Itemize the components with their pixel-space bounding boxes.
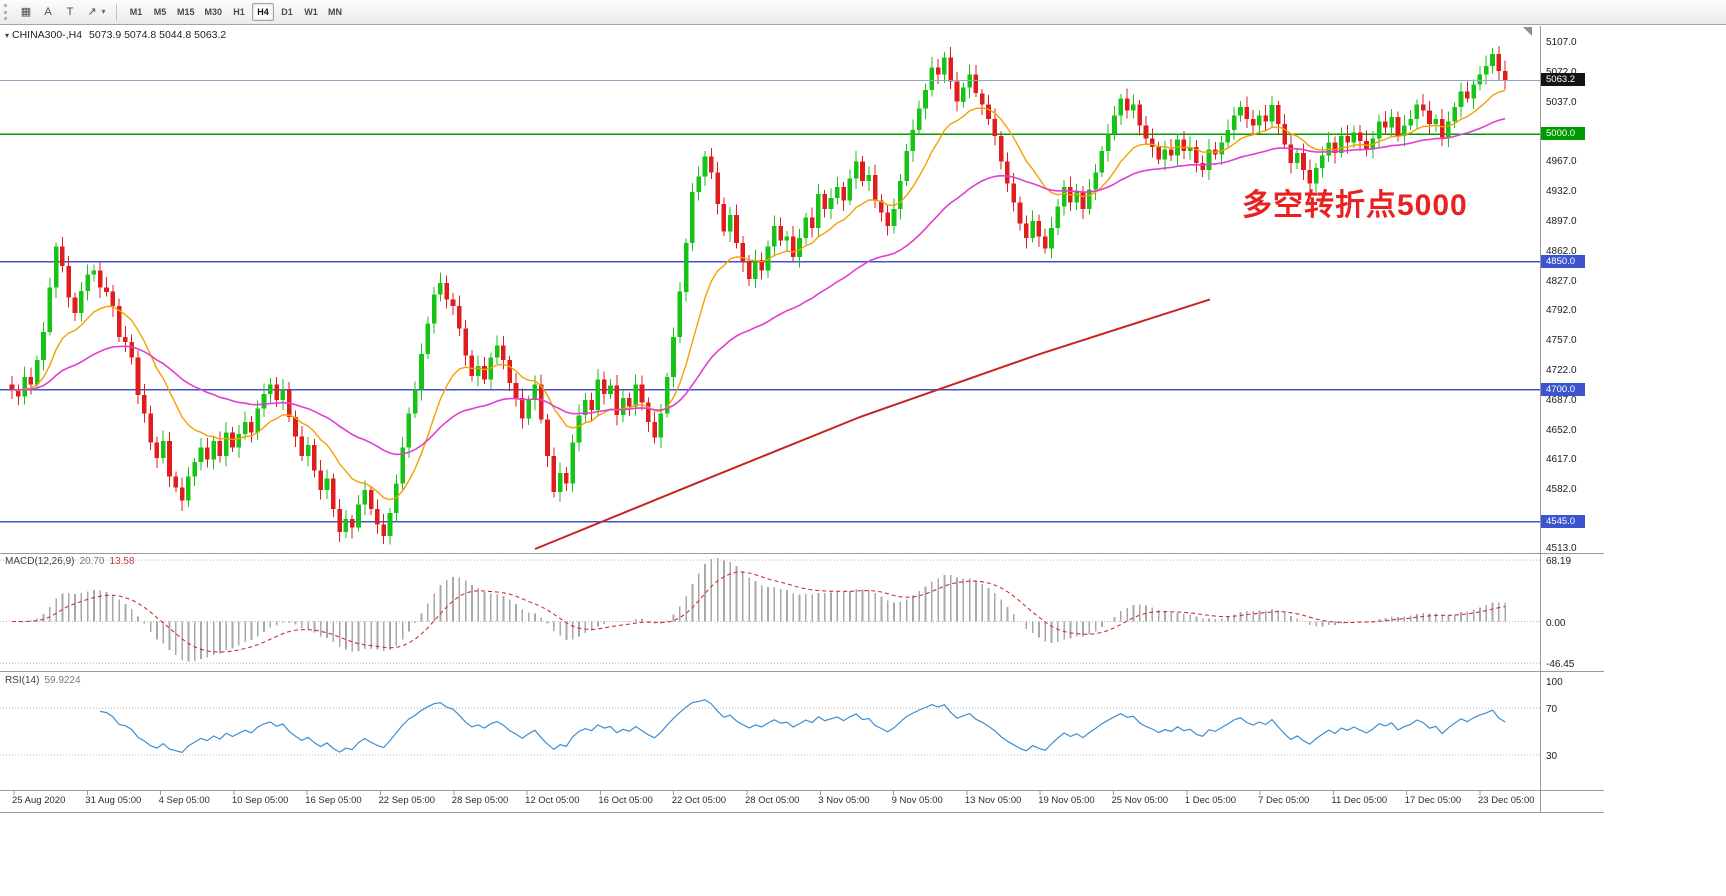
time-label: 1 Dec 05:00 [1184, 795, 1237, 806]
timeframe-button-W1[interactable]: W1 [304, 7, 318, 17]
draw-tool-icon[interactable]: ↗ [87, 6, 97, 18]
macd-signal-line [11, 571, 1506, 653]
price-tick-label: 4722.0 [1546, 364, 1577, 376]
time-label: 31 Aug 05:00 [85, 795, 142, 806]
price-tick-label: 4862.0 [1546, 245, 1577, 257]
pane-separators [0, 26, 1604, 813]
hline-price-badge[interactable]: 5000.0 [1541, 127, 1585, 141]
timeframe-button-M15[interactable]: M15 [177, 7, 195, 17]
time-label: 7 Dec 05:00 [1258, 795, 1310, 806]
toolbar-drag-handle[interactable] [4, 4, 10, 20]
time-label: 19 Nov 05:00 [1038, 795, 1095, 806]
timeframe-button-M30[interactable]: M30 [204, 7, 223, 17]
toolbar-icons: ▦ A T ↗ ▾ [15, 2, 109, 22]
time-label: 16 Oct 05:00 [598, 795, 653, 806]
ma-slow-line [11, 117, 1506, 456]
macd-signal-value: 13.58 [109, 556, 135, 567]
timeframe-button-H1[interactable]: H1 [233, 7, 245, 17]
price-tick-label: 4827.0 [1546, 275, 1577, 287]
timeframe-button-M5[interactable]: M5 [153, 7, 167, 17]
macd-main-value: 20.70 [79, 556, 105, 567]
price-tick-label: 5072.0 [1546, 67, 1577, 78]
macd-name-label: MACD(12,26,9) [5, 556, 75, 567]
time-label: 17 Dec 05:00 [1404, 795, 1462, 806]
timeframe-bar: M1 M5 M15 M30 H1 H4 D1 W1 MN [124, 3, 347, 21]
price-tick-label: 4687.0 [1546, 394, 1577, 406]
time-label: 3 Nov 05:00 [818, 795, 870, 806]
price-tick-label: 4932.0 [1546, 186, 1577, 198]
macd-label-bar: MACD(12,26,9) 20.70 13.58 [5, 556, 135, 567]
time-label: 25 Aug 2020 [12, 795, 66, 806]
price-tick-label: 4582.0 [1546, 484, 1577, 496]
rsi-line [100, 699, 1506, 754]
time-label: 13 Nov 05:00 [964, 795, 1022, 806]
rsi-name-label: RSI(14) [5, 675, 40, 686]
time-label: 4 Sep 05:00 [158, 795, 210, 806]
price-tick-label: 4652.0 [1546, 424, 1577, 436]
macd-axis-label: 68.19 [1546, 556, 1572, 568]
timeframe-button-M1[interactable]: M1 [129, 7, 143, 17]
macd-axis-label: -46.45 [1546, 659, 1575, 671]
dropdown-caret-icon[interactable]: ▾ [101, 7, 106, 16]
time-label: 22 Oct 05:00 [671, 795, 727, 806]
symbol-period-label: CHINA300-,H4 [12, 29, 83, 41]
time-label: 23 Dec 05:00 [1478, 795, 1535, 806]
cursor-tool-icon[interactable]: A [44, 6, 52, 18]
time-label: 22 Sep 05:00 [378, 795, 436, 806]
hline-price-badge[interactable]: 4700.0 [1541, 382, 1585, 396]
macd-histogram [17, 558, 1506, 662]
price-tick-label: 4897.0 [1546, 215, 1577, 227]
price-tick-label: 4967.0 [1546, 156, 1577, 168]
time-label: 28 Oct 05:00 [745, 795, 800, 806]
time-label: 16 Sep 05:00 [305, 795, 362, 806]
time-label: 11 Dec 05:00 [1331, 795, 1388, 806]
time-label: 9 Nov 05:00 [891, 795, 943, 806]
time-axis[interactable]: 25 Aug 2020 31 Aug 05:00 4 Sep 05:00 10 Sep… [0, 792, 1545, 812]
toolbar: ▦ A T ↗ ▾ M1 M5 M15 M30 H1 H4 D1 W1 MN [0, 0, 1726, 25]
trendline[interactable] [534, 298, 1211, 550]
price-axis[interactable]: 5107.05072.05037.05002.04967.04932.04897… [1541, 26, 1611, 812]
ohlc-readout: 5073.9 5074.8 5044.8 5063.2 [89, 29, 227, 41]
price-tick-label: 5037.0 [1546, 96, 1577, 108]
price-tick-label: 4617.0 [1546, 454, 1577, 466]
price-tick-label: 5107.0 [1546, 37, 1577, 48]
price-tick-label: 4792.0 [1546, 305, 1577, 317]
rsi-axis-label: 30 [1546, 750, 1558, 762]
toolbar-separator [116, 3, 117, 21]
macd-axis-label: 0.00 [1546, 617, 1566, 629]
hline-price-badge[interactable]: 4545.0 [1541, 514, 1585, 528]
price-tick-label: 4757.0 [1546, 335, 1577, 347]
candles [9, 46, 1508, 545]
indicator-level-lines [0, 559, 1540, 756]
rsi-axis-label: 70 [1546, 704, 1558, 716]
timeframe-button-D1[interactable]: D1 [281, 7, 293, 17]
rsi-value: 59.9224 [44, 675, 81, 686]
price-tick-label: 4513.0 [1546, 542, 1577, 554]
text-tool-icon[interactable]: T [66, 6, 74, 18]
chart-shift-marker[interactable] [1523, 27, 1532, 36]
chart-window-icon[interactable]: ▦ [20, 6, 32, 18]
current-price-badge: 5063.2 [1541, 73, 1585, 87]
ma-fast-line [11, 89, 1506, 501]
hline-price-badge[interactable]: 4850.0 [1541, 254, 1585, 268]
timeframe-button-MN[interactable]: MN [328, 7, 343, 17]
time-label: 12 Oct 05:00 [525, 795, 580, 806]
timeframe-button-H4[interactable]: H4 [252, 3, 275, 21]
annotation-text[interactable]: 多空转折点5000 [1242, 189, 1468, 222]
chart-title-bar: ▾ CHINA300-,H4 5073.9 5074.8 5044.8 5063.2 [5, 29, 226, 41]
rsi-label-bar: RSI(14) 59.9224 [5, 675, 81, 686]
time-label: 10 Sep 05:00 [231, 795, 289, 806]
time-label: 28 Sep 05:00 [451, 795, 509, 806]
rsi-axis-label: 100 [1546, 677, 1563, 688]
chart-marker-icon: ▾ [5, 31, 10, 40]
time-label: 25 Nov 05:00 [1111, 795, 1169, 806]
